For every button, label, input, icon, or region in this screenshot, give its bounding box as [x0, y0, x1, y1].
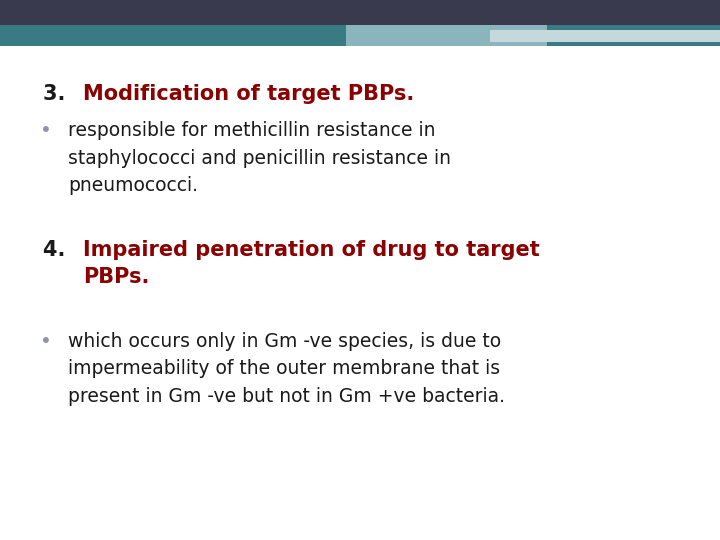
FancyBboxPatch shape: [0, 25, 720, 46]
Text: •: •: [40, 332, 51, 351]
Text: Modification of target PBPs.: Modification of target PBPs.: [83, 84, 414, 104]
Text: responsible for methicillin resistance in
staphylococci and penicillin resistanc: responsible for methicillin resistance i…: [68, 122, 451, 195]
FancyBboxPatch shape: [490, 30, 720, 42]
Text: which occurs only in Gm -ve species, is due to
impermeability of the outer membr: which occurs only in Gm -ve species, is …: [68, 332, 505, 406]
Text: 4.: 4.: [43, 240, 73, 260]
Text: 3.: 3.: [43, 84, 73, 104]
FancyBboxPatch shape: [0, 0, 720, 25]
Text: •: •: [40, 122, 51, 140]
Text: Impaired penetration of drug to target
PBPs.: Impaired penetration of drug to target P…: [83, 240, 539, 287]
FancyBboxPatch shape: [346, 25, 547, 46]
